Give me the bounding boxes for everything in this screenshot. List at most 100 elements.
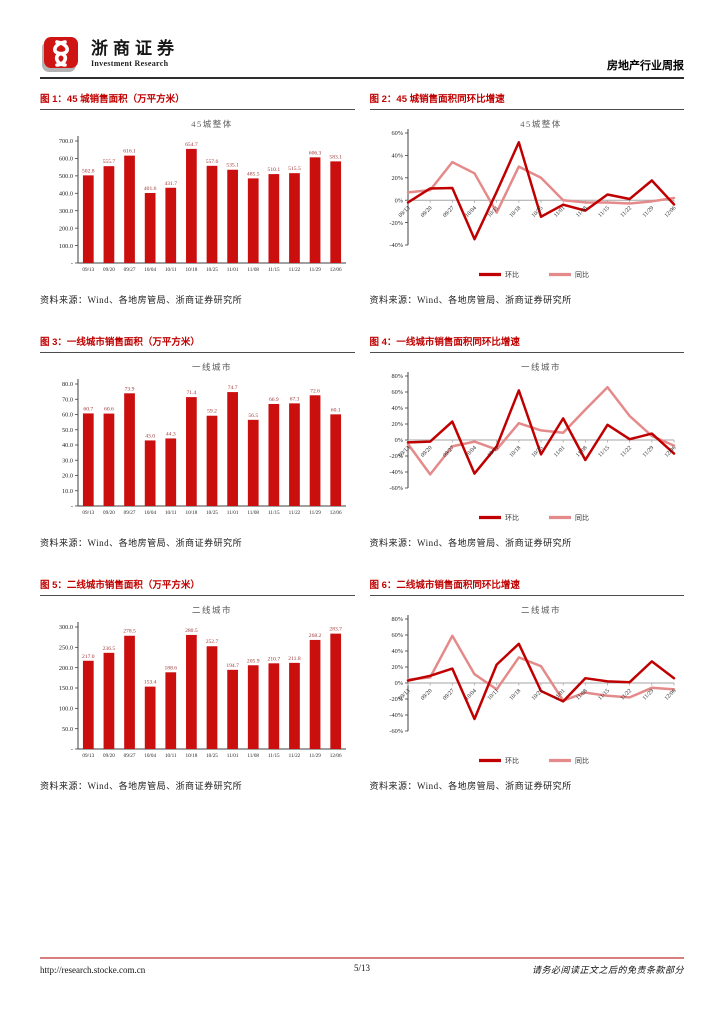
svg-text:10/25: 10/25 bbox=[530, 688, 544, 702]
svg-text:09/27: 09/27 bbox=[124, 267, 136, 273]
svg-text:73.9: 73.9 bbox=[125, 386, 135, 392]
svg-text:-20%: -20% bbox=[389, 453, 403, 460]
svg-text:502.8: 502.8 bbox=[82, 168, 95, 174]
svg-text:283.7: 283.7 bbox=[329, 627, 342, 633]
svg-text:431.7: 431.7 bbox=[164, 181, 177, 187]
svg-text:09/20: 09/20 bbox=[103, 267, 115, 273]
svg-text:45城整体: 45城整体 bbox=[191, 119, 233, 129]
svg-text:10/18: 10/18 bbox=[508, 688, 522, 702]
svg-text:153.4: 153.4 bbox=[144, 680, 157, 686]
svg-text:11/01: 11/01 bbox=[553, 445, 566, 458]
figure-3-caption: 图 3：一线城市销售面积（万平方米） bbox=[40, 333, 355, 353]
svg-text:10/11: 10/11 bbox=[165, 753, 177, 759]
svg-text:-60%: -60% bbox=[389, 728, 403, 735]
svg-text:11/29: 11/29 bbox=[309, 267, 321, 273]
figure-1-bar-chart: 45城整体 - 100.0 200.0 300.0 400.0 500.0 600.0 700.… bbox=[59, 119, 346, 273]
svg-text:-: - bbox=[71, 503, 73, 510]
svg-text:600.0: 600.0 bbox=[59, 156, 73, 163]
svg-text:66.9: 66.9 bbox=[269, 397, 279, 403]
svg-text:09/27: 09/27 bbox=[442, 688, 456, 702]
brand-logo: 浙商证券 Investment Research bbox=[40, 34, 179, 74]
svg-text:11/15: 11/15 bbox=[597, 205, 610, 218]
svg-text:10/18: 10/18 bbox=[508, 205, 522, 219]
svg-text:12/06: 12/06 bbox=[330, 510, 342, 516]
svg-text:20%: 20% bbox=[391, 664, 403, 671]
figure-6-source: 资料来源：Wind、各地房管局、浙商证券研究所 bbox=[369, 781, 572, 791]
svg-text:100.0: 100.0 bbox=[59, 706, 73, 713]
brand-text: 浙商证券 Investment Research bbox=[91, 39, 179, 67]
svg-text:60.0: 60.0 bbox=[62, 412, 73, 419]
svg-text:300.0: 300.0 bbox=[59, 624, 73, 631]
svg-text:535.1: 535.1 bbox=[226, 163, 239, 169]
svg-text:60%: 60% bbox=[391, 130, 403, 137]
svg-text:11/08: 11/08 bbox=[247, 510, 259, 516]
svg-text:616.1: 616.1 bbox=[123, 149, 136, 155]
svg-text:11/01: 11/01 bbox=[227, 267, 239, 273]
figures-grid: 图 1：45 城销售面积（万平方米） 45城整体 - 100.0 200.0 300.0… bbox=[40, 90, 684, 792]
figure-6-line-chart: 二线城市 -60% -40% -20% 0% 20% 40% 60% 80% 09/13 09/20… bbox=[389, 605, 677, 765]
svg-text:70.0: 70.0 bbox=[62, 396, 73, 403]
figure-3-block: 图 3：一线城市销售面积（万平方米） 一线城市 - 10.0 20.0 30.0 40.0… bbox=[40, 333, 355, 549]
svg-text:11/01: 11/01 bbox=[227, 753, 239, 759]
page-footer: http://research.stocke.com.cn 5/13 请务必阅读… bbox=[40, 957, 684, 976]
svg-text:252.7: 252.7 bbox=[206, 639, 219, 645]
report-type-label: 房地产行业周报 bbox=[607, 60, 684, 72]
svg-text:200.0: 200.0 bbox=[59, 225, 73, 232]
figure-2-line-chart: 45城整体 -40% -20% 0% 20% 40% 60% 09/13 09/20 09/27 1… bbox=[389, 119, 677, 279]
svg-text:11/01: 11/01 bbox=[227, 510, 239, 516]
figure-5-block: 图 5：二线城市销售面积（万平方米） 二线城市 - 50.0 100.0 150.0 20… bbox=[40, 576, 355, 792]
svg-text:09/27: 09/27 bbox=[442, 205, 456, 219]
svg-text:11/22: 11/22 bbox=[289, 267, 301, 273]
svg-text:09/20: 09/20 bbox=[103, 753, 115, 759]
figure-3-bar-chart: 一线城市 - 10.0 20.0 30.0 40.0 50.0 60.0 70.0 80.0 60.… bbox=[62, 362, 346, 516]
svg-text:11/29: 11/29 bbox=[309, 753, 321, 759]
svg-text:43.0: 43.0 bbox=[145, 433, 155, 439]
svg-text:60%: 60% bbox=[391, 632, 403, 639]
svg-text:09/13: 09/13 bbox=[82, 753, 94, 759]
figure-1-block: 图 1：45 城销售面积（万平方米） 45城整体 - 100.0 200.0 300.0… bbox=[40, 90, 355, 306]
svg-text:09/20: 09/20 bbox=[103, 510, 115, 516]
svg-text:-20%: -20% bbox=[389, 220, 403, 227]
brand-name-cn: 浙商证券 bbox=[91, 39, 179, 59]
svg-text:300.0: 300.0 bbox=[59, 208, 73, 215]
svg-text:100.0: 100.0 bbox=[59, 243, 73, 250]
svg-text:09/20: 09/20 bbox=[419, 205, 433, 219]
svg-text:10/25: 10/25 bbox=[206, 267, 218, 273]
figure-3-source: 资料来源：Wind、各地房管局、浙商证券研究所 bbox=[40, 538, 243, 548]
svg-text:30.0: 30.0 bbox=[62, 457, 73, 464]
figure-4-source: 资料来源：Wind、各地房管局、浙商证券研究所 bbox=[369, 538, 572, 548]
svg-text:10/11: 10/11 bbox=[165, 267, 177, 273]
svg-text:557.6: 557.6 bbox=[206, 159, 219, 165]
svg-text:250.0: 250.0 bbox=[59, 645, 73, 652]
figure-5-caption: 图 5：二线城市销售面积（万平方米） bbox=[40, 576, 355, 596]
svg-text:10.0: 10.0 bbox=[62, 488, 73, 495]
svg-text:09/13: 09/13 bbox=[397, 205, 411, 219]
svg-text:同比: 同比 bbox=[575, 756, 589, 765]
svg-text:10/04: 10/04 bbox=[144, 267, 156, 273]
svg-text:-40%: -40% bbox=[389, 469, 403, 476]
svg-text:10/04: 10/04 bbox=[464, 205, 478, 219]
svg-text:10/11: 10/11 bbox=[165, 510, 177, 516]
svg-text:20%: 20% bbox=[391, 421, 403, 428]
svg-text:400.0: 400.0 bbox=[59, 190, 73, 197]
figure-2-caption: 图 2：45 城销售面积同环比增速 bbox=[369, 90, 684, 110]
svg-text:150.0: 150.0 bbox=[59, 685, 73, 692]
svg-text:10/18: 10/18 bbox=[185, 510, 197, 516]
svg-text:72.6: 72.6 bbox=[310, 388, 320, 394]
svg-text:555.7: 555.7 bbox=[103, 159, 116, 165]
svg-text:11/29: 11/29 bbox=[309, 510, 321, 516]
svg-text:0%: 0% bbox=[394, 197, 403, 204]
svg-text:11/15: 11/15 bbox=[268, 267, 280, 273]
svg-text:10/18: 10/18 bbox=[185, 753, 197, 759]
svg-text:11/08: 11/08 bbox=[247, 267, 259, 273]
svg-text:-60%: -60% bbox=[389, 485, 403, 492]
svg-text:606.3: 606.3 bbox=[309, 150, 322, 156]
svg-text:09/13: 09/13 bbox=[397, 688, 411, 702]
svg-text:-40%: -40% bbox=[389, 712, 403, 719]
svg-text:188.6: 188.6 bbox=[164, 665, 177, 671]
footer-url[interactable]: http://research.stocke.com.cn bbox=[40, 965, 146, 975]
svg-text:700.0: 700.0 bbox=[59, 138, 73, 145]
svg-text:278.5: 278.5 bbox=[123, 629, 136, 635]
svg-text:10/18: 10/18 bbox=[185, 267, 197, 273]
